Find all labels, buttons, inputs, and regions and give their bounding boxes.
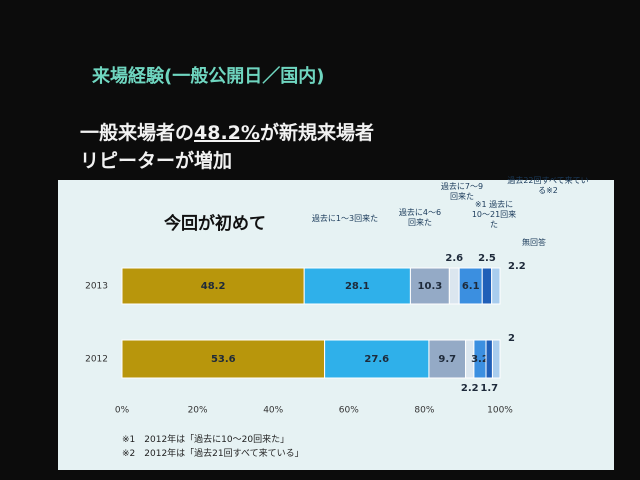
bar-segment [428,339,467,379]
footnote: ※1 2012年は「過去に10～20回来た」 [122,435,290,445]
legend-label: 過去に1～3回来た [311,214,379,223]
value-label: 28.1 [345,281,370,292]
bar-segment [485,339,493,379]
x-tick-label: 100% [487,406,513,416]
value-label: 3.2 [471,354,489,365]
slide-title: 来場経験(一般公開日／国内) [92,66,325,87]
value-label: 2.2 [508,261,526,272]
legend-label: 過去に4～6回来た [398,208,442,227]
value-label: 2 [508,333,515,344]
value-label: 2.6 [445,253,463,264]
subtitle-line: 一般来場者の48.2%が新規来場者 [80,118,374,145]
legend-label: ※1 過去に10～21回来た [471,200,517,229]
subtitle-text: リピーターが増加 [80,150,233,172]
bar-segment [448,267,460,305]
bar-segment [121,339,326,379]
bar-segment [491,267,501,305]
value-label: 2.5 [478,253,496,264]
bar-segment [121,267,305,305]
value-label: 48.2 [201,281,226,292]
panel [58,180,614,470]
value-label: 27.6 [364,354,389,365]
bar-segment [491,339,501,379]
footnote: ※2 2012年は「過去21回すべて来ている」 [122,449,304,459]
legend-label: 今回が初めて [164,214,266,234]
bar-segment [324,339,430,379]
x-tick-label: 60% [339,406,359,416]
value-label: 53.6 [211,354,236,365]
legend-label: 無回答 [522,238,546,247]
value-label: 6.1 [462,281,480,292]
x-tick-label: 20% [188,406,208,416]
value-label: 9.7 [438,354,456,365]
legend-label: 過去22回すべて来ている※2 [507,176,589,195]
x-tick-label: 0% [115,406,130,416]
legend-label: 過去に7～9回来た [440,182,484,201]
y-tick-label: 2013 [85,282,108,292]
x-tick-label: 80% [414,406,434,416]
value-label: 10.3 [418,281,443,292]
y-tick-label: 2012 [85,355,108,365]
value-label: 2.2 [461,383,479,394]
x-tick-label: 40% [263,406,283,416]
value-label: 1.7 [480,383,498,394]
subtitle-text: が新規来場者 [259,122,374,144]
subtitle-text: 一般来場者の [80,122,195,144]
subtitle-highlight: 48.2% [194,122,260,144]
subtitle-line: リピーターが増加 [80,146,232,173]
bar-segment [481,267,493,305]
